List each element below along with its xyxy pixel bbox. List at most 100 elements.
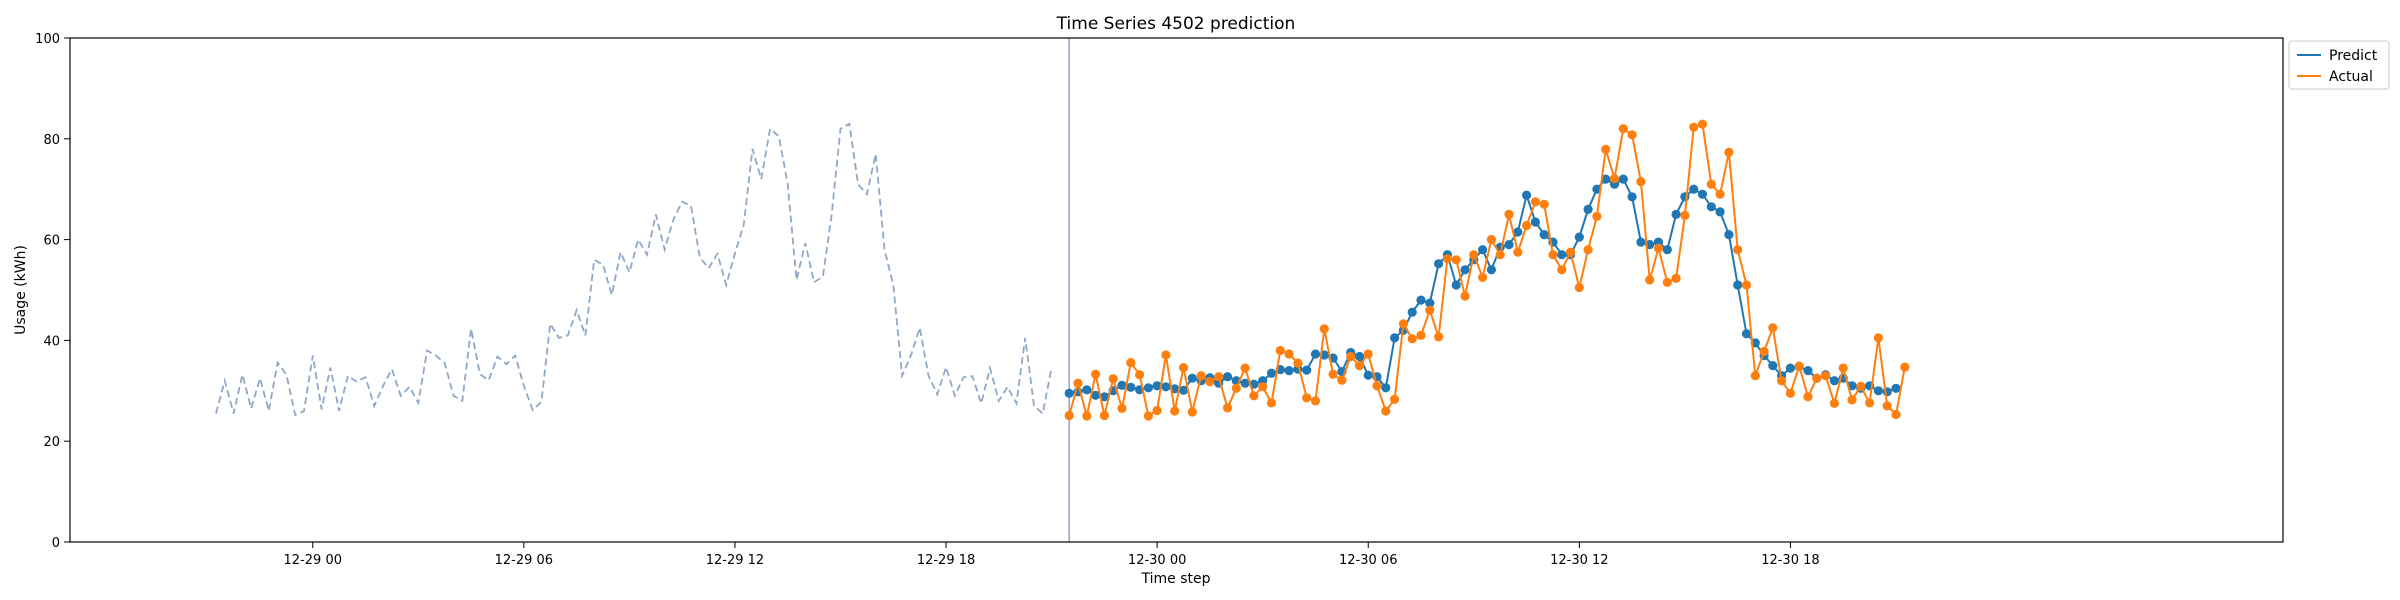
- predict-point: [1354, 351, 1365, 362]
- legend-label-predict: Predict: [2329, 48, 2378, 64]
- predict-point: [1583, 204, 1593, 214]
- actual-point: [1662, 277, 1672, 287]
- actual-point: [1794, 361, 1804, 371]
- predict-point: [1891, 383, 1901, 393]
- predict-point: [1363, 370, 1373, 380]
- x-tick-label: 12-29 06: [495, 553, 553, 568]
- actual-point: [1451, 255, 1461, 265]
- predict-point: [1152, 381, 1162, 391]
- actual-point: [1495, 250, 1505, 260]
- actual-point: [1891, 409, 1901, 420]
- actual-point: [1829, 398, 1839, 408]
- predict-point: [1310, 349, 1321, 359]
- x-tick-label: 12-29 00: [284, 553, 342, 568]
- predict-point: [1627, 192, 1637, 202]
- actual-point: [1460, 291, 1470, 301]
- actual-point: [1442, 254, 1452, 264]
- actual-point: [1240, 363, 1250, 373]
- y-tick-label: 20: [43, 435, 60, 450]
- predict-point: [1434, 259, 1444, 269]
- predict-point: [1741, 329, 1752, 339]
- actual-point: [1697, 119, 1708, 129]
- y-tick-label: 100: [35, 32, 60, 47]
- predict-point: [1680, 192, 1690, 202]
- predict-point: [1284, 366, 1294, 376]
- actual-point: [1328, 369, 1338, 379]
- actual-point: [1266, 398, 1277, 408]
- x-tick-label: 12-30 00: [1128, 553, 1186, 568]
- predict-point: [1143, 383, 1153, 393]
- actual-point: [1548, 250, 1558, 260]
- actual-point: [1091, 369, 1101, 379]
- y-axis-label: Usage (kWh): [13, 245, 29, 335]
- predict-point: [1706, 202, 1716, 212]
- predict-point: [1513, 227, 1523, 237]
- actual-point: [1099, 410, 1109, 421]
- y-tick-label: 60: [43, 234, 60, 249]
- actual-point: [1706, 179, 1716, 189]
- predict-point: [1161, 382, 1171, 392]
- actual-point: [1865, 398, 1875, 408]
- actual-point: [1689, 122, 1699, 132]
- actual-point: [1249, 391, 1259, 401]
- actual-point: [1082, 411, 1092, 421]
- predict-point: [1539, 230, 1549, 240]
- actual-point: [1143, 411, 1153, 421]
- actual-point: [1170, 406, 1180, 416]
- predict-point: [1082, 385, 1092, 395]
- predict-point: [1126, 382, 1136, 392]
- actual-point: [1715, 189, 1725, 199]
- predict-point: [1416, 295, 1426, 305]
- actual-point: [1627, 130, 1637, 140]
- actual-point: [1583, 245, 1593, 255]
- actual-point: [1812, 373, 1822, 383]
- actual-point: [1398, 319, 1408, 329]
- actual-point: [1653, 243, 1664, 253]
- y-tick-label: 40: [43, 334, 60, 349]
- actual-point: [1785, 388, 1795, 398]
- actual-point: [1231, 383, 1241, 393]
- actual-point: [1275, 345, 1285, 356]
- actual-point: [1565, 247, 1576, 257]
- y-tick-label: 0: [52, 536, 60, 551]
- actual-point: [1530, 197, 1540, 207]
- actual-point: [1645, 275, 1655, 285]
- legend-label-actual: Actual: [2329, 69, 2373, 85]
- actual-point: [1557, 265, 1567, 275]
- actual-point: [1064, 410, 1074, 421]
- actual-point: [1873, 333, 1883, 343]
- predict-point: [1178, 385, 1189, 395]
- actual-point: [1618, 124, 1628, 134]
- actual-point: [1671, 273, 1681, 283]
- actual-point: [1469, 250, 1479, 260]
- actual-point: [1856, 381, 1866, 391]
- predict-point: [1390, 333, 1400, 343]
- actual-point: [1346, 351, 1356, 362]
- actual-point: [1354, 361, 1365, 371]
- actual-point: [1390, 394, 1400, 404]
- predict-point: [1724, 230, 1734, 240]
- predict-point: [1715, 207, 1725, 217]
- x-tick-label: 12-29 12: [706, 553, 764, 568]
- actual-point: [1478, 272, 1488, 282]
- actual-point: [1187, 407, 1197, 417]
- actual-point: [1117, 403, 1127, 413]
- actual-point: [1425, 305, 1435, 315]
- predict-point: [1803, 366, 1813, 376]
- y-tick-label: 80: [43, 133, 60, 148]
- actual-point: [1601, 144, 1611, 154]
- actual-point: [1319, 324, 1329, 334]
- actual-point: [1900, 362, 1910, 372]
- actual-point: [1574, 282, 1584, 293]
- predict-point: [1829, 376, 1839, 386]
- x-tick-label: 12-29 18: [917, 553, 975, 568]
- actual-point: [1258, 382, 1268, 392]
- predict-point: [1460, 265, 1470, 275]
- actual-point: [1434, 332, 1444, 342]
- actual-point: [1733, 245, 1743, 255]
- predict-point: [1064, 388, 1074, 398]
- actual-point: [1196, 371, 1206, 381]
- predict-point: [1425, 298, 1435, 308]
- actual-point: [1609, 174, 1620, 184]
- chart-title: Time Series 4502 prediction: [1056, 14, 1296, 34]
